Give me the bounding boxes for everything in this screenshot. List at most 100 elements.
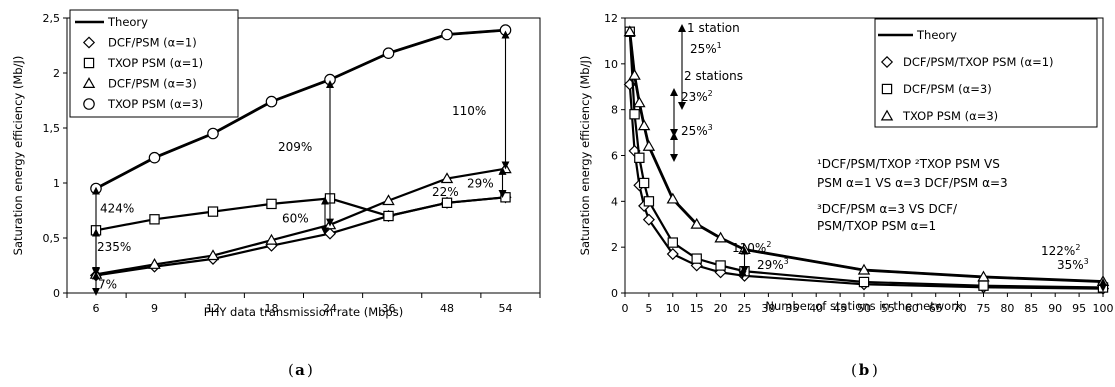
x-tick-label-b: 15 bbox=[690, 302, 704, 315]
legend-label-a: Theory bbox=[107, 15, 148, 29]
caption-close-paren-b: ) bbox=[872, 361, 878, 379]
annotation-p3: 25%3 bbox=[681, 123, 713, 138]
y-tick-label-a: 1,5 bbox=[43, 122, 61, 135]
data-point-b-3 bbox=[642, 139, 656, 151]
annotation-a: 29% bbox=[467, 176, 494, 190]
x-tick-label-b: 45 bbox=[833, 302, 847, 315]
x-tick-label-a: 24 bbox=[323, 302, 337, 315]
data-point-a-2 bbox=[441, 197, 453, 208]
data-point-b-3 bbox=[857, 263, 871, 275]
data-point-b-3 bbox=[623, 25, 637, 37]
label-one-station: 1 station bbox=[687, 21, 740, 35]
data-point-a-2 bbox=[266, 198, 277, 210]
caption-open-paren-a: ( bbox=[288, 361, 294, 379]
x-tick-label-b: 55 bbox=[881, 302, 895, 315]
annotation-p4-value: 110% bbox=[732, 241, 766, 255]
data-point-b-3 bbox=[666, 192, 680, 204]
annotation-p2-superscript: 2 bbox=[708, 89, 713, 98]
data-point-a-3 bbox=[265, 233, 278, 245]
x-tick-label-b: 20 bbox=[714, 302, 728, 315]
y-tick-label-a: 2,5 bbox=[43, 12, 61, 25]
data-point-b-3 bbox=[628, 68, 641, 80]
caption-close-paren-a: ) bbox=[307, 361, 313, 379]
series-line-b-1 bbox=[628, 84, 1104, 290]
legend-label-a: TXOP PSM (α=3) bbox=[107, 97, 203, 111]
data-point-b-2 bbox=[715, 260, 726, 271]
y-tick-label-b: 12 bbox=[604, 12, 618, 25]
annotation-p5-value: 29% bbox=[757, 258, 784, 272]
caption-open-paren-b: ( bbox=[851, 361, 857, 379]
x-tick-label-b: 100 bbox=[1093, 302, 1114, 315]
annotation-p6-value: 122% bbox=[1041, 244, 1075, 258]
annotation-p4: 110%2 bbox=[732, 240, 771, 255]
data-point-b-1 bbox=[642, 213, 655, 226]
data-point-a-2 bbox=[149, 214, 160, 225]
data-point-a-4 bbox=[207, 127, 219, 140]
annotation-p7-superscript: 3 bbox=[1084, 257, 1089, 266]
legend-label-a: TXOP PSM (α=1) bbox=[107, 56, 203, 70]
y-tick-label-b: 8 bbox=[611, 104, 618, 117]
footnote-line-3: ³DCF/PSM α=3 VS DCF/ bbox=[817, 202, 958, 216]
x-tick-label-b: 50 bbox=[857, 302, 871, 315]
legend-marker-b-diamond bbox=[880, 55, 894, 69]
annotation-p2: 23%2 bbox=[681, 89, 713, 104]
data-point-a-2 bbox=[500, 192, 511, 203]
x-tick-label-a: 36 bbox=[382, 302, 396, 315]
y-axis-label-b: Saturation energy efficiency (Mb/J) bbox=[578, 56, 592, 256]
annotation-a: 7% bbox=[98, 278, 117, 292]
x-tick-label-b: 25 bbox=[738, 302, 752, 315]
data-point-b-2 bbox=[667, 237, 679, 248]
annotation-p3-superscript: 3 bbox=[708, 123, 713, 132]
annotation-p1: 25%1 bbox=[690, 41, 722, 56]
x-tick-label-b: 60 bbox=[905, 302, 919, 315]
x-axis-label-b: Number of stations in the network bbox=[765, 299, 963, 313]
data-point-b-3 bbox=[977, 270, 990, 282]
x-tick-label-b: 0 bbox=[622, 302, 629, 315]
x-tick-label-a: 9 bbox=[151, 302, 158, 315]
annotation-p5: 29%3 bbox=[757, 257, 789, 272]
series-line-b-2 bbox=[628, 31, 1104, 289]
y-tick-label-a: 0 bbox=[53, 287, 60, 300]
x-tick-label-b: 95 bbox=[1072, 302, 1086, 315]
y-axis-label-a: Saturation energy efficiency (Mb/J) bbox=[11, 56, 25, 256]
annotation-a: 235% bbox=[97, 240, 131, 254]
y-tick-label-b: 0 bbox=[611, 287, 618, 300]
annotation-p6: 122%2 bbox=[1041, 243, 1080, 258]
x-tick-label-b: 30 bbox=[761, 302, 775, 315]
data-point-a-3 bbox=[206, 249, 220, 261]
y-tick-label-b: 10 bbox=[604, 58, 618, 71]
x-tick-label-b: 70 bbox=[953, 302, 967, 315]
data-point-a-1 bbox=[323, 227, 337, 240]
annotation-a: 209% bbox=[278, 140, 312, 154]
annotation-a: 424% bbox=[100, 202, 134, 216]
legend-label-a: DCF/PSM (α=3) bbox=[108, 77, 197, 91]
x-tick-label-b: 65 bbox=[929, 302, 943, 315]
annotation-p7-value: 35% bbox=[1057, 258, 1084, 272]
label-two-stations: 2 stations bbox=[684, 69, 743, 83]
annotation-p1-value: 25% bbox=[690, 42, 717, 56]
data-point-a-4 bbox=[324, 73, 336, 86]
chart-a: 0 0,5 1 1,5 2 2,5 6 9 12 18 24 36 48 54 PHY data trans… bbox=[11, 9, 541, 379]
annotation-p5-superscript: 3 bbox=[784, 257, 789, 266]
legend-marker-a-diamond bbox=[82, 36, 96, 49]
x-tick-label-b: 35 bbox=[785, 302, 799, 315]
data-point-b-3 bbox=[690, 217, 703, 229]
y-tick-label-b: 6 bbox=[611, 150, 618, 163]
y-tick-label-b: 4 bbox=[611, 195, 618, 208]
legend-label-b: TXOP PSM (α=3) bbox=[902, 109, 998, 123]
x-tick-label-b: 75 bbox=[977, 302, 991, 315]
x-tick-label-a: 6 bbox=[93, 302, 100, 315]
data-point-a-4 bbox=[382, 47, 395, 59]
series-line-a-4 bbox=[95, 29, 506, 190]
legend-box-b bbox=[874, 18, 1098, 128]
legend-marker-b-square bbox=[881, 83, 893, 95]
legend-label-b: Theory bbox=[916, 28, 957, 42]
legend-marker-b-triangle bbox=[880, 109, 894, 121]
data-point-b-2 bbox=[643, 196, 655, 207]
data-point-a-4 bbox=[499, 24, 512, 36]
data-point-b-3 bbox=[637, 119, 651, 131]
data-point-a-3 bbox=[382, 194, 395, 206]
annotation-a: 60% bbox=[282, 212, 309, 226]
x-tick-label-b: 90 bbox=[1048, 302, 1062, 315]
